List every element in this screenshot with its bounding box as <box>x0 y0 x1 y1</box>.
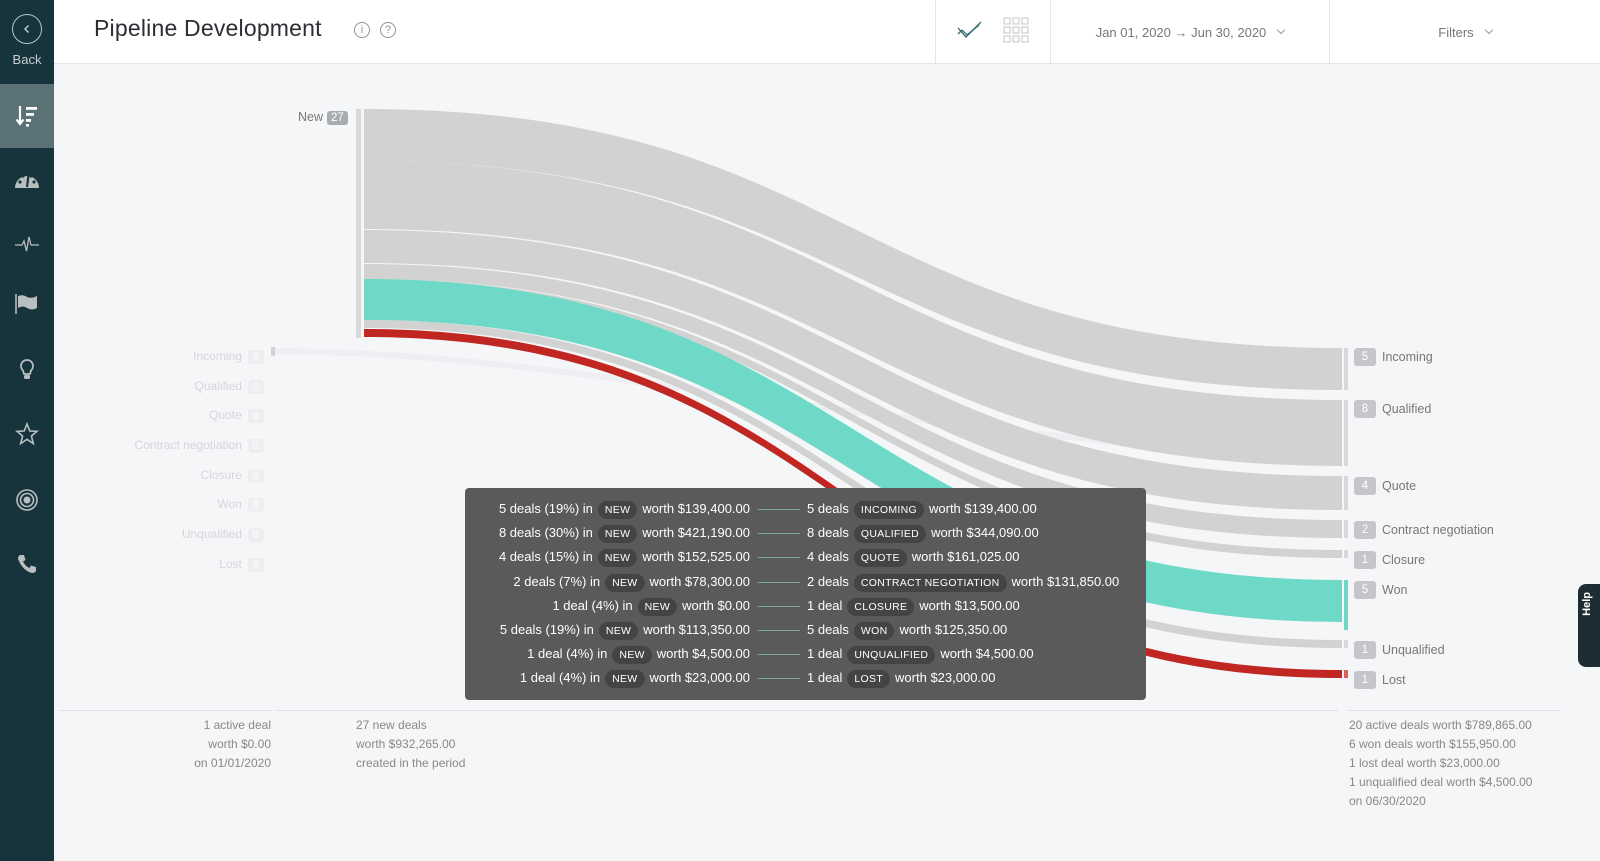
stage-pill: NEW <box>598 621 639 640</box>
new-deals-summary: 27 new deals worth $932,265.00 created in … <box>356 718 466 770</box>
right-stage-won[interactable]: 5 Won <box>1354 581 1407 599</box>
info-icon[interactable]: i <box>354 22 370 38</box>
page-header: Pipeline Development i ? Jan 01, 2020 → … <box>54 0 1600 64</box>
flow-tooltip: 5 deals (19%) in NEW worth $139,400.00 5 de… <box>465 488 1146 700</box>
sidebar-item-targets[interactable] <box>0 468 54 532</box>
flow-qualified <box>364 161 1342 466</box>
tooltip-row: 8 deals (30%) in NEW worth $421,190.00 8 de… <box>465 522 1146 546</box>
left-stage-quote: Quote 0 <box>104 408 264 423</box>
date-range-label: Jan 01, 2020 → Jun 30, 2020 <box>1095 24 1267 40</box>
divider <box>59 710 271 711</box>
double-check-icon <box>957 21 982 38</box>
stage-pill: LOST <box>847 670 891 689</box>
left-stage-incoming: Incoming 0 <box>104 349 264 364</box>
date-range-picker[interactable]: Jan 01, 2020 → Jun 30, 2020 <box>1050 0 1329 64</box>
flow-quote <box>364 230 1342 510</box>
grid-icon <box>1003 17 1029 43</box>
back-button[interactable]: Back <box>0 0 54 84</box>
sidebar-item-insights[interactable] <box>0 338 54 402</box>
filters-dropdown[interactable]: Filters <box>1329 0 1600 64</box>
tooltip-row: 1 deal (4%) in NEW worth $23,000.00 1 deal L… <box>465 667 1146 691</box>
left-stage-closure: Closure 0 <box>104 468 264 483</box>
sidebar: Back <box>0 0 54 861</box>
grid-view-button[interactable] <box>1003 17 1029 46</box>
sidebar-item-goals[interactable] <box>0 272 54 336</box>
left-stage-contract-negotiation: Contract negotiation 0 <box>104 438 264 453</box>
stage-pill: CLOSURE <box>847 597 915 616</box>
stage-pill: NEW <box>612 646 652 665</box>
flow-contract-negotiation <box>364 264 1342 538</box>
stage-pill: NEW <box>597 549 638 568</box>
stage-pill: INCOMING <box>853 501 924 519</box>
sankey-chart-area: New 27 Incoming 0 Qualified 0 Quote 0 Contra… <box>54 64 1600 861</box>
stage-pill: NEW <box>637 597 678 616</box>
right-stage-incoming[interactable]: 5 Incoming <box>1354 348 1433 366</box>
flag-icon <box>15 294 37 314</box>
stage-pill: CONTRACT NEGOTIATION <box>853 573 1007 592</box>
sort-desc-icon <box>15 106 37 127</box>
right-stage-quote[interactable]: 4 Quote <box>1354 477 1416 495</box>
lightbulb-icon <box>20 359 34 379</box>
sidebar-item-favorites[interactable] <box>0 402 54 466</box>
right-stage-closure[interactable]: 1 Closure <box>1354 551 1425 569</box>
left-stage-won: Won 0 <box>104 497 264 512</box>
flow-unqualified <box>364 320 1342 648</box>
stage-pill: NEW <box>605 670 645 689</box>
flow-view-button[interactable] <box>957 20 983 43</box>
end-summary: 20 active deals worth $789,865.00 6 won d… <box>1349 718 1533 808</box>
right-stage-lost[interactable]: 1 Lost <box>1354 671 1406 689</box>
start-summary: 1 active deal worth $0.00 on 01/01/2020 <box>194 718 271 770</box>
flow-closure <box>364 279 1342 558</box>
pulse-icon <box>15 236 39 252</box>
stage-pill: QUOTE <box>853 549 907 568</box>
divider <box>1348 710 1560 711</box>
sidebar-item-activity[interactable] <box>0 212 54 276</box>
help-circle-icon[interactable]: ? <box>380 22 396 38</box>
right-stage-contract-negotiation[interactable]: 2 Contract negotiation <box>1354 521 1494 539</box>
target-icon <box>16 489 38 511</box>
sidebar-item-calls[interactable] <box>0 532 54 596</box>
tooltip-row: 5 deals (19%) in NEW worth $113,350.00 5 de… <box>465 619 1146 643</box>
star-icon <box>15 422 39 446</box>
stage-pill: WON <box>853 621 895 640</box>
stage-pill: NEW <box>597 525 638 544</box>
filters-label: Filters <box>1438 24 1474 40</box>
sidebar-item-dashboard[interactable] <box>0 148 54 212</box>
speedometer-icon <box>15 174 39 188</box>
stage-pill: QUALIFIED <box>853 525 927 544</box>
source-node-label: New 27 <box>298 110 348 125</box>
count-badge: 27 <box>327 111 348 125</box>
stage-pill: NEW <box>597 501 638 519</box>
help-label: Help <box>1581 592 1593 616</box>
back-label: Back <box>12 52 42 67</box>
left-stage-lost: Lost 0 <box>104 557 264 572</box>
stage-pill: UNQUALIFIED <box>847 646 936 665</box>
chevron-left-icon <box>12 14 42 44</box>
tooltip-row: 2 deals (7%) in NEW worth $78,300.00 2 deal… <box>465 571 1146 595</box>
tooltip-row: 1 deal (4%) in NEW worth $0.00 1 deal CLOSUR… <box>465 595 1146 619</box>
left-stage-unqualified: Unqualified 0 <box>104 527 264 542</box>
stage-pill: NEW <box>605 573 645 592</box>
right-stage-qualified[interactable]: 8 Qualified <box>1354 400 1431 418</box>
left-stage-qualified: Qualified 0 <box>104 379 264 394</box>
flow-won <box>364 279 1342 622</box>
right-stage-unqualified[interactable]: 1 Unqualified <box>1354 641 1445 659</box>
tooltip-row: 5 deals (19%) in NEW worth $139,400.00 5 de… <box>465 498 1146 522</box>
chevron-down-icon <box>1277 25 1286 35</box>
sidebar-item-pipeline-development[interactable] <box>0 84 54 148</box>
chevron-down-icon <box>1484 25 1493 35</box>
page-title: Pipeline Development <box>94 15 322 41</box>
phone-icon <box>18 555 36 573</box>
flow-incoming <box>364 109 1342 390</box>
divider <box>276 710 1338 711</box>
tooltip-row: 1 deal (4%) in NEW worth $4,500.00 1 deal UN… <box>465 643 1146 667</box>
new-node-bar[interactable] <box>356 109 361 338</box>
view-toggle <box>935 0 1050 64</box>
help-tab[interactable]: Help <box>1578 584 1600 667</box>
tooltip-row: 4 deals (15%) in NEW worth $152,525.00 4 de… <box>465 546 1146 570</box>
